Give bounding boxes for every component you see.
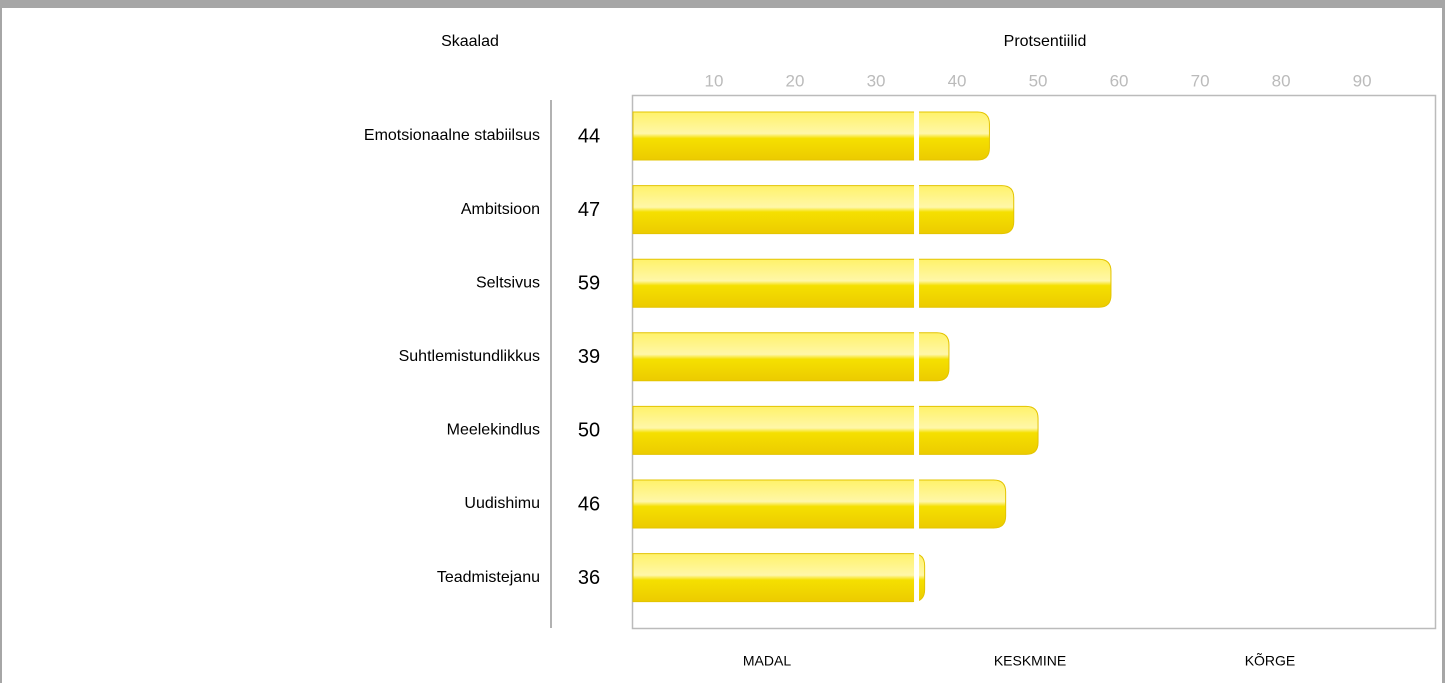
value-label: 44 [578,125,600,147]
x-tick-label: 90 [1353,71,1372,90]
divider [914,405,920,456]
x-tick-label: 60 [1110,71,1129,90]
band-label: KÕRGE [1245,653,1296,669]
x-tick-label: 20 [786,71,805,90]
bar [632,185,1015,235]
bar [632,332,950,382]
x-tick-label: 70 [1191,71,1210,90]
bar [632,111,990,161]
value-label: 50 [578,420,600,442]
left-border [0,0,2,683]
category-label: Teadmistejanu [437,569,540,586]
bar [632,479,1007,529]
category-label: Emotsionaalne stabiilsus [364,127,540,144]
x-tick-label: 10 [705,71,724,90]
top-bar [0,0,1445,8]
chart-title: Protsentiilid [1004,33,1087,50]
category-label: Seltsivus [476,274,540,291]
divider [914,111,920,161]
band-label: MADAL [743,653,791,669]
bar [632,258,1112,308]
divider [914,552,920,603]
x-tick-label: 50 [1029,71,1048,90]
category-label: Ambitsioon [461,201,540,218]
scales-heading: Skaalad [441,33,499,50]
x-tick-label: 30 [867,71,886,90]
bar [632,405,1039,455]
value-label: 47 [578,199,600,221]
value-label: 46 [578,493,600,515]
value-label: 36 [578,567,600,589]
divider [914,258,920,309]
band-label: KESKMINE [994,653,1066,669]
x-tick-label: 40 [948,71,967,90]
value-label: 59 [578,272,600,294]
divider [914,331,920,382]
category-label: Meelekindlus [447,422,540,439]
category-label: Uudishimu [464,495,540,512]
divider [914,184,920,235]
category-label: Suhtlemistundlikkus [399,348,540,365]
right-border [1442,0,1445,683]
value-label: 39 [578,346,600,368]
bar [632,553,926,603]
x-tick-label: 80 [1272,71,1291,90]
divider [914,479,920,529]
